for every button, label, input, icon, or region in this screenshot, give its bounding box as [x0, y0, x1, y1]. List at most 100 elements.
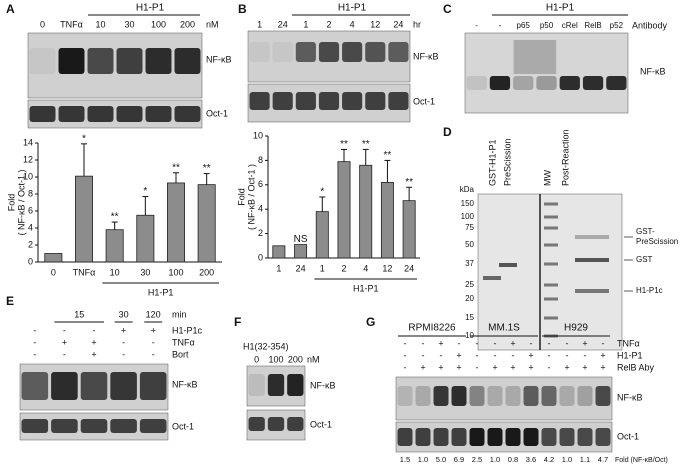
- band: [110, 372, 137, 400]
- lane-label: TNFα: [60, 19, 83, 29]
- band: [544, 283, 558, 287]
- bar: [44, 253, 63, 263]
- band: [523, 428, 539, 446]
- sign: -: [548, 338, 551, 348]
- band: [58, 106, 85, 122]
- unit-label: nM: [206, 19, 219, 29]
- lane-label: 0: [254, 354, 259, 364]
- panel-letter: A: [6, 2, 15, 16]
- band: [544, 215, 558, 219]
- lane-label: p50: [540, 21, 554, 30]
- x-tick-label: 100: [168, 267, 183, 277]
- x-tick-label: 1: [320, 263, 325, 273]
- significance: **: [340, 139, 348, 150]
- fold-value: 1.5: [400, 455, 410, 464]
- fold-value: 3.6: [526, 455, 536, 464]
- marker-label: 75: [465, 223, 474, 232]
- lane-label: 100: [268, 354, 283, 364]
- band: [145, 106, 172, 122]
- band: [174, 106, 201, 122]
- treatment-label: RelB Aby: [617, 362, 655, 372]
- band: [544, 297, 558, 301]
- band: [499, 263, 517, 267]
- band: [505, 386, 521, 406]
- lane-label: 0: [40, 19, 45, 29]
- band: [248, 374, 265, 396]
- band: [145, 48, 172, 74]
- bar: [337, 161, 351, 259]
- band: [388, 42, 409, 62]
- band: [116, 48, 143, 74]
- band: [287, 374, 304, 396]
- x-tick-label: 24: [296, 263, 306, 273]
- band: [272, 42, 293, 62]
- lane-label: cRel: [562, 21, 578, 30]
- sign: +: [528, 350, 533, 360]
- band: [469, 428, 485, 446]
- sign: +: [438, 338, 443, 348]
- band: [582, 76, 604, 90]
- sign: -: [476, 338, 479, 348]
- blot: [27, 32, 203, 99]
- band: [174, 48, 201, 74]
- sign: +: [600, 350, 605, 360]
- band: [559, 76, 580, 90]
- sign: -: [512, 350, 515, 360]
- time-label: 30: [119, 309, 129, 319]
- band: [575, 289, 609, 293]
- y-tick-label: 10: [23, 171, 33, 181]
- band: [365, 42, 386, 62]
- band: [523, 386, 539, 406]
- band: [451, 428, 467, 446]
- band: [267, 417, 285, 431]
- blot-label: NF-κB: [206, 54, 232, 64]
- y-tick-label: 2: [258, 228, 263, 238]
- lane-label: p65: [517, 21, 531, 30]
- band: [489, 76, 511, 90]
- fold-value: 1.0: [562, 455, 572, 464]
- sign: -: [602, 338, 605, 348]
- cell-line: MM.1S: [488, 323, 520, 334]
- fold-value: 6.9: [454, 455, 464, 464]
- panel-letter: F: [234, 315, 241, 329]
- sign: +: [91, 349, 96, 359]
- blot-label: NF-κB: [617, 392, 643, 402]
- fold-value: 1.0: [418, 455, 428, 464]
- lane-label: GST-H1-P1: [487, 139, 497, 186]
- y-tick-label: 14: [23, 137, 33, 147]
- sign: -: [566, 350, 569, 360]
- band: [559, 386, 575, 406]
- sign: -: [63, 325, 66, 335]
- gel: [477, 193, 623, 351]
- band: [451, 386, 467, 406]
- band: [415, 428, 431, 446]
- sign: +: [420, 362, 425, 372]
- band: [513, 76, 534, 90]
- y-tick-label: 10: [253, 130, 263, 140]
- smear: [513, 40, 557, 74]
- blot-label: Oct-1: [413, 96, 435, 106]
- band: [469, 386, 485, 406]
- band: [29, 106, 56, 122]
- sign: +: [456, 350, 461, 360]
- cell-line: RPMI8226: [408, 323, 456, 334]
- band: [544, 243, 558, 247]
- x-tick-label: 4: [363, 263, 368, 273]
- y-tick-label: 0: [258, 252, 263, 262]
- sign: +: [456, 362, 461, 372]
- bar: [197, 184, 216, 263]
- unit-label: nM: [307, 354, 320, 364]
- y-axis-label: Fold: [236, 188, 246, 206]
- blot-label: Oct-1: [617, 431, 639, 441]
- significance: **: [384, 150, 392, 161]
- panel-title: H1(32-354): [243, 341, 289, 351]
- band-label: GST-: [636, 227, 655, 236]
- sign: -: [584, 350, 587, 360]
- lane-label: RelB: [584, 21, 601, 30]
- band: [318, 92, 340, 110]
- band-label: PreScission: [636, 237, 678, 246]
- lane-label: 12: [370, 19, 380, 29]
- sign: -: [422, 350, 425, 360]
- cell-line: H929: [564, 323, 588, 334]
